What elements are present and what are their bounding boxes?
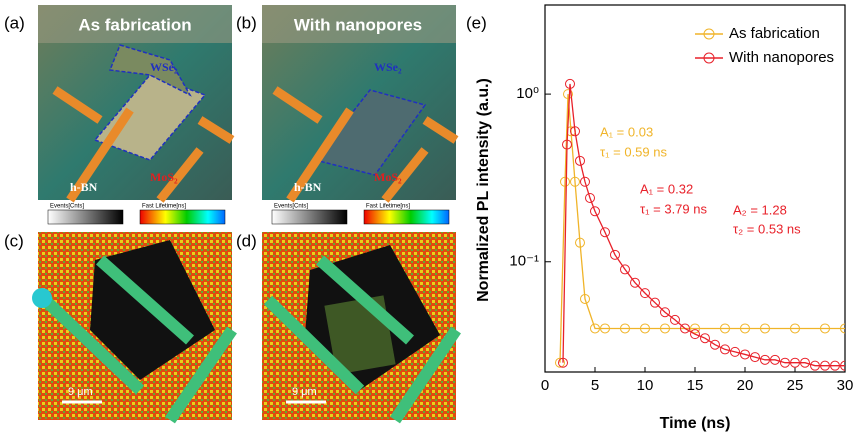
x-tick-label: 25 <box>787 377 804 394</box>
y-tick-label: 10⁻¹ <box>509 253 539 270</box>
data-point <box>610 249 620 260</box>
data-point <box>580 293 590 304</box>
data-point <box>690 329 700 340</box>
data-point <box>600 323 610 334</box>
data-point <box>780 357 790 368</box>
panel-title: With nanopores <box>294 15 422 34</box>
legend-marker <box>703 28 715 40</box>
data-point <box>790 323 800 334</box>
series-line <box>562 83 845 367</box>
flim-image-d <box>262 232 461 424</box>
data-point <box>560 176 570 187</box>
scale-bar-label: 9 μm <box>68 386 93 398</box>
panel-label: (d) <box>236 231 257 250</box>
flim-image-c <box>32 232 237 424</box>
legend-marker <box>703 52 715 64</box>
data-point <box>570 176 580 187</box>
material-tag: WSe₂ <box>150 60 178 74</box>
plot-area <box>555 78 845 371</box>
x-tick-label: 20 <box>737 377 754 394</box>
x-tick-label: 0 <box>541 377 549 394</box>
data-point <box>810 360 820 371</box>
data-point <box>563 89 573 100</box>
annotation: τ₂ = 0.53 ns <box>733 221 801 236</box>
data-point <box>660 307 670 318</box>
data-point <box>620 323 630 334</box>
legend-label: With nanopores <box>729 49 834 66</box>
data-point <box>585 193 595 204</box>
data-point <box>670 314 680 325</box>
panel-label: (a) <box>4 13 25 32</box>
data-point <box>740 323 750 334</box>
x-tick-label: 5 <box>591 377 599 394</box>
annotation: τ₁ = 0.59 ns <box>600 144 667 159</box>
data-point <box>620 264 630 275</box>
panel-title: As fabrication <box>78 15 191 34</box>
data-point <box>770 354 780 365</box>
y-axis-label: Normalized PL intensity (a.u.) <box>475 78 492 302</box>
data-point <box>630 277 640 288</box>
colorbar-title: Fast Lifetime[ns] <box>366 204 410 210</box>
colorbars <box>47 209 450 225</box>
data-point <box>562 139 572 150</box>
annotation: A₂ = 1.28 <box>733 202 787 217</box>
annotation: A₁ = 0.32 <box>640 181 693 196</box>
material-tag: h-BN <box>294 180 322 194</box>
data-point <box>570 126 580 137</box>
panel-label: (e) <box>466 13 487 32</box>
optical-image-b <box>262 5 459 203</box>
y-tick-label: 10⁰ <box>516 85 539 102</box>
data-point <box>840 323 845 334</box>
data-point <box>790 357 800 368</box>
data-point <box>700 333 710 344</box>
annotation: A₁ = 0.03 <box>600 124 653 139</box>
data-point <box>590 206 600 217</box>
data-point <box>820 360 830 371</box>
data-point <box>580 176 590 187</box>
data-point <box>760 323 770 334</box>
legend-label: As fabrication <box>729 25 820 42</box>
colorbar-title: Events[Cnts] <box>274 204 308 210</box>
data-point <box>830 360 840 371</box>
data-point <box>730 346 740 357</box>
annotation: τ₁ = 3.79 ns <box>640 201 707 216</box>
data-point <box>565 78 575 89</box>
data-point <box>650 297 660 308</box>
material-tag: h-BN <box>70 180 98 194</box>
data-point <box>740 349 750 360</box>
panel-label: (c) <box>4 231 24 250</box>
data-point <box>680 323 690 334</box>
data-point <box>750 352 760 363</box>
colorbar-title: Events[Cnts] <box>50 204 84 210</box>
data-point <box>800 357 810 368</box>
optical-image-a <box>38 5 235 203</box>
data-point <box>590 323 600 334</box>
x-tick-label: 10 <box>637 377 654 394</box>
data-point <box>820 323 830 334</box>
x-tick-label: 30 <box>837 377 854 394</box>
data-point <box>720 344 730 355</box>
data-point <box>640 288 650 299</box>
data-point <box>555 357 565 368</box>
material-tag: MoS₂ <box>150 170 178 184</box>
data-point <box>690 323 700 334</box>
data-point <box>710 339 720 350</box>
data-point <box>575 237 585 248</box>
material-tag: WSe₂ <box>374 60 402 74</box>
data-point <box>760 354 770 365</box>
data-point <box>558 357 568 368</box>
scale-bar-label: 9 μm <box>292 386 317 398</box>
x-tick-label: 15 <box>687 377 704 394</box>
data-point <box>840 360 845 371</box>
data-point <box>600 227 610 238</box>
data-point <box>575 155 585 166</box>
panel-label: (b) <box>236 13 257 32</box>
colorbar-title: Fast Lifetime[ns] <box>142 204 186 210</box>
x-axis-label: Time (ns) <box>660 415 731 432</box>
data-point <box>660 323 670 334</box>
material-tag: MoS₂ <box>374 170 402 184</box>
data-point <box>720 323 730 334</box>
data-point <box>640 323 650 334</box>
